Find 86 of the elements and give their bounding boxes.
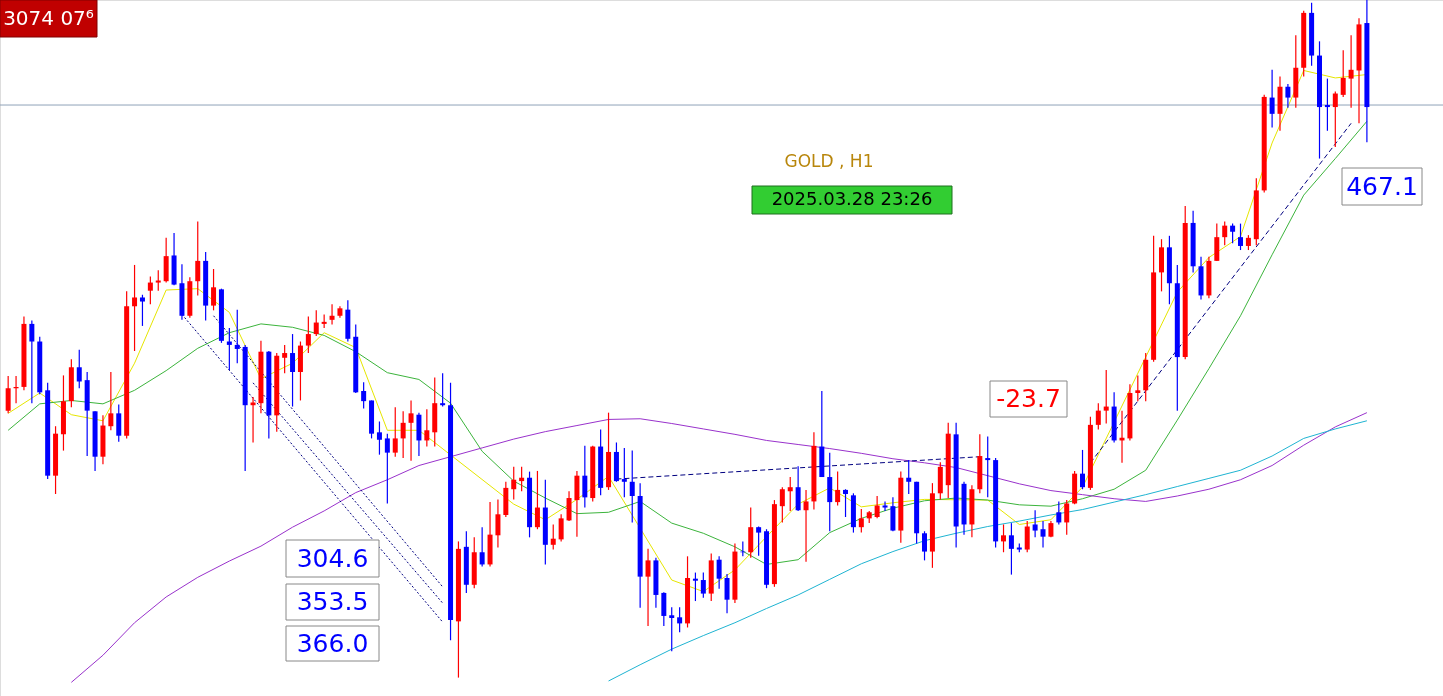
candlestick	[843, 488, 849, 518]
candlestick	[566, 490, 572, 522]
candlestick	[874, 495, 880, 519]
candlestick	[132, 264, 138, 352]
candlestick	[558, 513, 564, 543]
candlestick	[1024, 520, 1030, 553]
candlestick	[882, 500, 888, 512]
candlestick	[716, 555, 722, 590]
candlestick	[534, 470, 540, 530]
candlestick	[669, 606, 675, 652]
annotation: 304.6	[296, 543, 369, 573]
candlestick	[1032, 509, 1038, 538]
candlestick	[1064, 499, 1070, 536]
candlestick	[116, 403, 122, 443]
candlestick	[282, 344, 288, 374]
candlestick	[724, 573, 730, 614]
candlestick	[1285, 83, 1291, 109]
candlestick	[906, 459, 912, 495]
candlestick	[629, 450, 635, 524]
candlestick	[313, 309, 319, 337]
candlestick	[1348, 34, 1354, 109]
candlestick	[376, 420, 382, 456]
candlestick	[1214, 223, 1220, 262]
candlestick	[290, 333, 296, 408]
candlestick	[195, 220, 201, 297]
candlestick	[424, 408, 430, 448]
candlestick	[1103, 369, 1109, 425]
candlestick	[692, 571, 698, 602]
candlestick	[700, 571, 706, 599]
candlestick	[1040, 520, 1046, 549]
candlestick	[835, 471, 841, 507]
candlestick	[1056, 500, 1062, 526]
candlestick	[1095, 402, 1101, 431]
candlestick	[440, 372, 446, 408]
text: GOLD , H1	[784, 150, 874, 171]
candlestick	[661, 591, 667, 627]
candlestick	[29, 319, 35, 404]
candlestick	[329, 303, 335, 326]
candlestick	[1008, 522, 1014, 576]
candlestick	[621, 447, 627, 498]
annotation: 353.5	[296, 587, 369, 616]
candlestick	[1080, 449, 1086, 490]
candlestick	[234, 309, 240, 364]
candlestick	[779, 486, 785, 524]
candlestick	[550, 523, 556, 551]
candlestick	[139, 294, 145, 327]
candlestick	[108, 371, 114, 431]
candlestick	[677, 606, 683, 633]
candlestick	[400, 410, 406, 459]
candlestick	[479, 526, 485, 568]
candlestick	[582, 445, 588, 509]
candlestick	[147, 275, 153, 305]
candlestick	[756, 525, 762, 557]
candlestick	[1340, 49, 1346, 98]
text: 2025.03.28 23:26	[771, 188, 933, 209]
candlestick	[361, 381, 367, 410]
candlestick	[1238, 223, 1244, 251]
annotation: -23.7	[996, 384, 1061, 413]
candlestick	[305, 315, 311, 354]
candlestick	[645, 548, 651, 627]
candlestick	[211, 268, 217, 311]
candlestick	[787, 476, 793, 512]
candlestick	[5, 375, 11, 414]
candlestick	[1269, 69, 1275, 128]
candlestick	[1001, 523, 1007, 553]
candlestick	[1332, 90, 1338, 148]
candlestick	[321, 313, 327, 329]
candlestick	[803, 489, 809, 563]
candlestick	[408, 399, 414, 462]
candlestick	[1135, 374, 1141, 402]
annotation: 3074 07⁶	[3, 5, 94, 30]
candlestick	[985, 435, 991, 498]
candlestick	[795, 465, 801, 512]
candlestick	[1324, 78, 1330, 132]
candlestick	[76, 349, 82, 389]
candlestick	[511, 466, 517, 500]
annotation: 366.0	[296, 628, 369, 658]
candlestick	[1222, 220, 1228, 246]
candlestick	[495, 498, 501, 549]
candlestick	[392, 406, 398, 458]
candlestick	[155, 269, 161, 292]
annotation: 467.1	[1346, 171, 1418, 201]
candlestick	[384, 433, 390, 505]
candlestick	[1230, 223, 1236, 244]
candlestick	[922, 530, 928, 561]
candlestick	[858, 508, 864, 534]
